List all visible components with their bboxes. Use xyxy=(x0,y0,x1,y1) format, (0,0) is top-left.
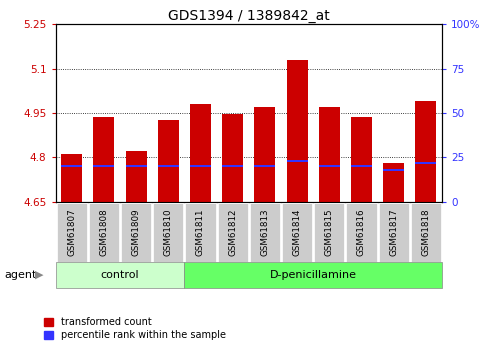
Text: GSM61813: GSM61813 xyxy=(260,208,270,256)
Bar xyxy=(286,160,308,162)
Text: control: control xyxy=(100,270,139,280)
Text: GSM61815: GSM61815 xyxy=(325,208,334,256)
Text: GSM61816: GSM61816 xyxy=(357,208,366,256)
Bar xyxy=(383,163,404,202)
Text: GSM61814: GSM61814 xyxy=(293,208,301,256)
Title: GDS1394 / 1389842_at: GDS1394 / 1389842_at xyxy=(168,9,329,23)
Bar xyxy=(158,120,179,202)
Bar xyxy=(190,104,211,202)
Bar xyxy=(61,155,82,202)
Text: ▶: ▶ xyxy=(35,270,43,280)
Bar xyxy=(158,165,179,167)
Bar xyxy=(190,165,211,167)
Bar xyxy=(255,107,275,202)
Bar xyxy=(126,151,146,202)
Text: GSM61817: GSM61817 xyxy=(389,208,398,256)
Bar xyxy=(319,165,340,167)
Bar xyxy=(222,165,243,167)
Bar xyxy=(126,165,146,167)
Bar xyxy=(286,60,308,202)
Bar xyxy=(319,107,340,202)
Bar xyxy=(415,162,436,164)
Text: GSM61808: GSM61808 xyxy=(99,208,108,256)
Bar xyxy=(383,169,404,171)
Bar xyxy=(93,117,114,202)
Text: agent: agent xyxy=(5,270,37,280)
Bar xyxy=(61,165,82,167)
Text: GSM61807: GSM61807 xyxy=(67,208,76,256)
Text: GSM61818: GSM61818 xyxy=(421,208,430,256)
Legend: transformed count, percentile rank within the sample: transformed count, percentile rank withi… xyxy=(43,317,226,340)
Text: GSM61809: GSM61809 xyxy=(131,208,141,256)
Bar xyxy=(93,165,114,167)
Text: D-penicillamine: D-penicillamine xyxy=(270,270,356,280)
Bar xyxy=(351,165,372,167)
Bar xyxy=(222,115,243,202)
Text: GSM61811: GSM61811 xyxy=(196,208,205,256)
Text: GSM61812: GSM61812 xyxy=(228,208,237,256)
Bar xyxy=(351,117,372,202)
Bar xyxy=(255,165,275,167)
Bar xyxy=(415,101,436,202)
Text: GSM61810: GSM61810 xyxy=(164,208,173,256)
